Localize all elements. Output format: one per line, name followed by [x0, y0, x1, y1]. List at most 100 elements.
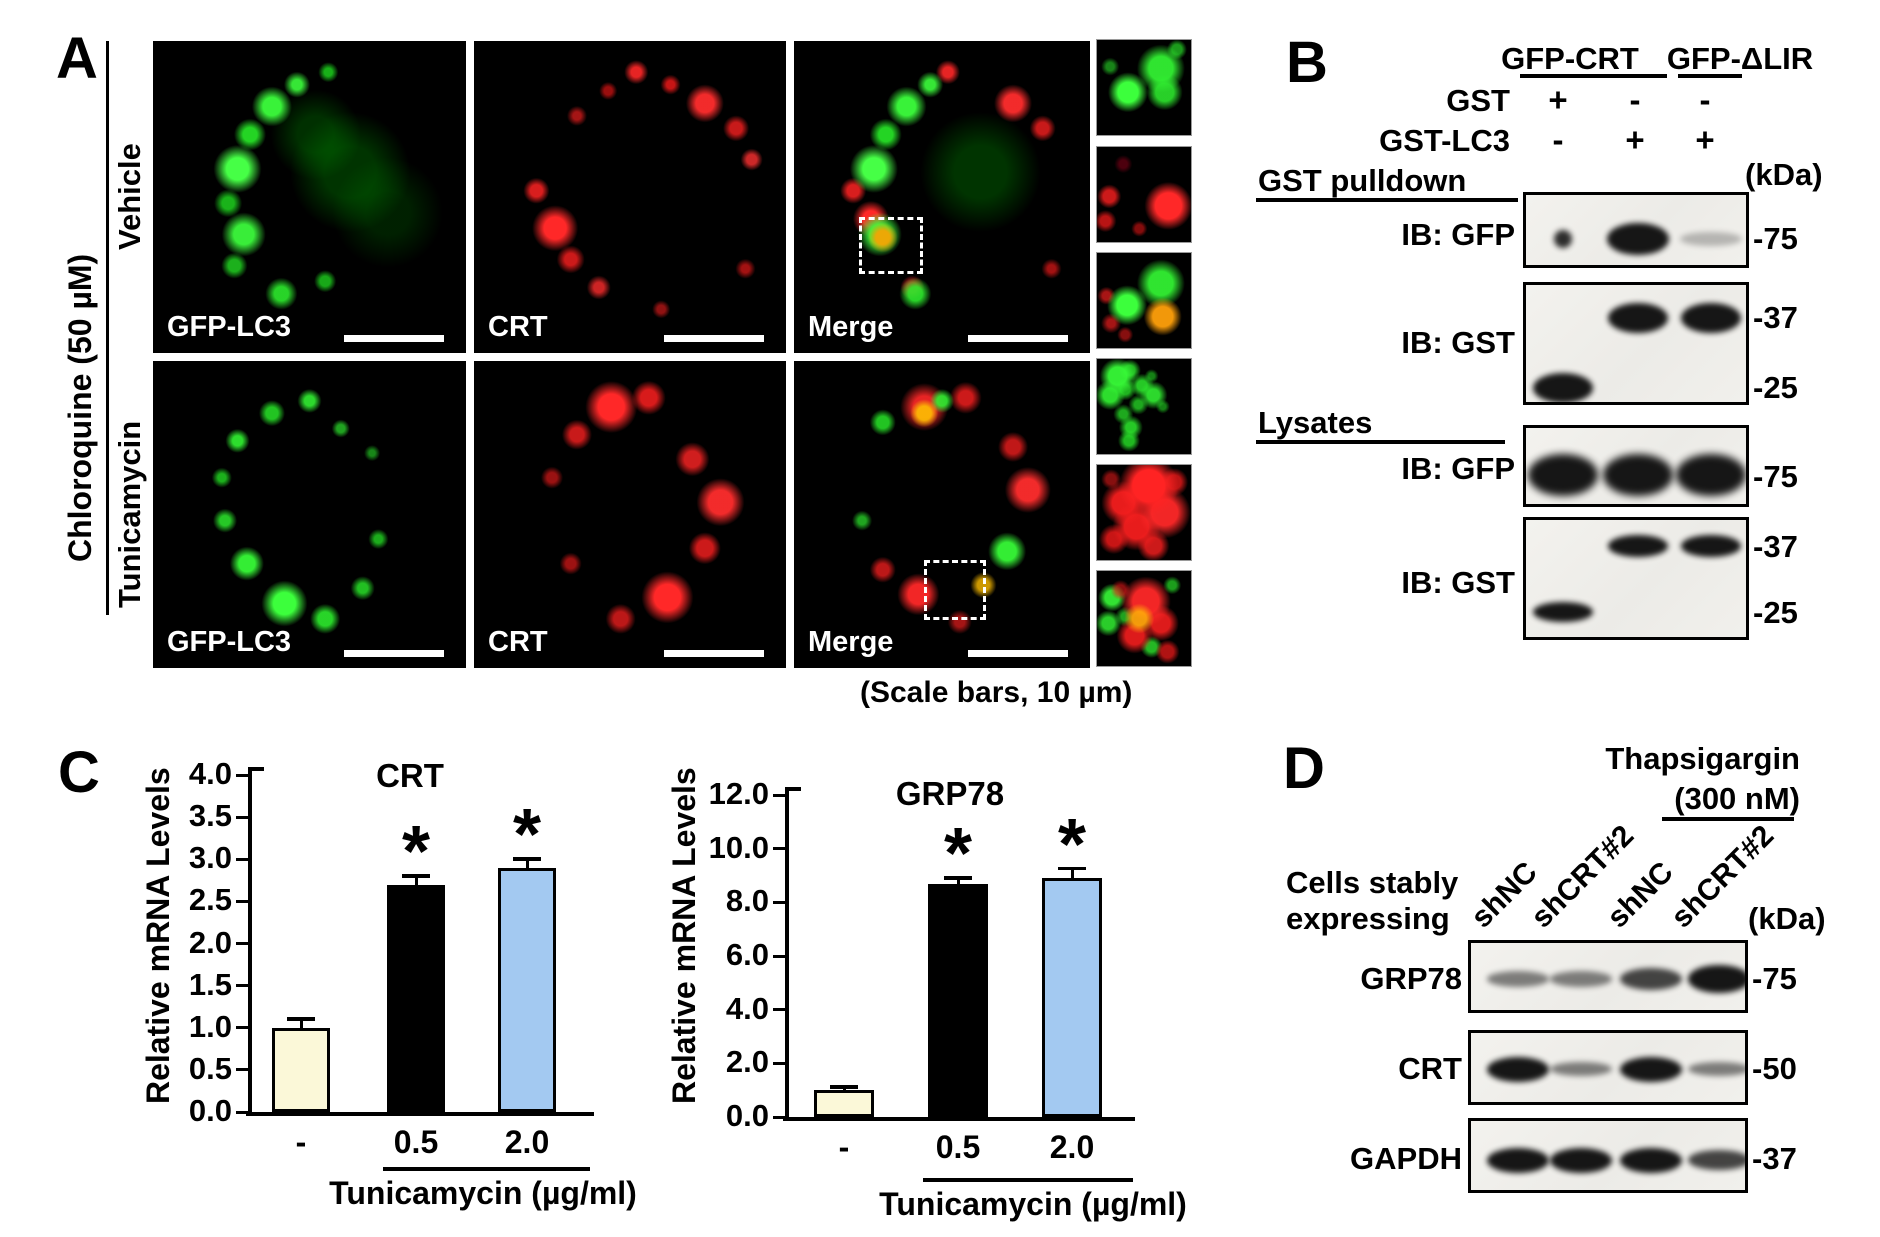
marker-75: -75 [1752, 961, 1797, 996]
micrograph-tunicamycin-merge: Merge [794, 361, 1090, 668]
condition-row-gst-lc3: GST-LC3 [1379, 123, 1510, 158]
panel-c-label: C [58, 740, 100, 805]
error-bar-cap [830, 1085, 858, 1089]
protein-label-grp78: GRP78 [1360, 961, 1462, 996]
y-tick-label: 8.0 [725, 883, 769, 919]
blot-band [1550, 971, 1612, 987]
y-axis [785, 787, 789, 1117]
y-tick-mark [236, 942, 248, 945]
scale-bar [968, 335, 1068, 342]
channel-label-crt: CRT [488, 626, 548, 658]
significance-asterisk: * [1057, 804, 1087, 885]
row-label-tunicamycin: Tunicamycin [112, 420, 147, 609]
channel-label-crt: CRT [488, 311, 548, 343]
marker-25: -25 [1753, 370, 1798, 405]
y-tick-label: 2.0 [725, 1044, 769, 1080]
blot-band [1676, 453, 1746, 497]
y-tick-mark [773, 1115, 785, 1119]
chart-title: GRP78 [895, 775, 1005, 812]
bar [928, 883, 988, 1117]
scale-bar [664, 335, 764, 342]
x-category-label: 2.0 [1049, 1129, 1095, 1165]
y-tick-mark [773, 900, 785, 904]
micrograph-tunicamycin-crt: CRT [474, 361, 786, 668]
blot-band [1607, 222, 1669, 256]
blot-band [1487, 971, 1549, 987]
gst-lc3-lane1: - [1552, 121, 1564, 158]
y-tick-mark [773, 793, 785, 797]
inset-vehicle-merge [1096, 252, 1192, 349]
blot-band [1603, 453, 1673, 497]
channel-label-merge: Merge [808, 311, 894, 343]
y-tick-label: 4.0 [188, 756, 232, 791]
y-tick-label: 3.5 [188, 798, 232, 834]
significance-asterisk: * [401, 812, 431, 893]
y-tick-label: 2.0 [188, 924, 232, 960]
roi-box [859, 217, 923, 274]
panel-a-label: A [56, 26, 98, 91]
error-bar-cap [513, 857, 541, 861]
x-group-underline [923, 1178, 1133, 1182]
micrograph-vehicle-gfp-lc3: GFP-LC3 [153, 41, 466, 353]
blot-band [1620, 1147, 1682, 1173]
section-underline [1256, 198, 1518, 202]
blot-pulldown-ib-gst [1523, 282, 1749, 405]
bar [498, 867, 556, 1112]
y-tick-label: 1.0 [188, 1008, 232, 1044]
y-tick-mark [773, 1008, 785, 1012]
bar [1042, 878, 1102, 1117]
scale-bar [968, 650, 1068, 657]
antibody-label: IB: GST [1401, 325, 1515, 360]
marker-37: -37 [1753, 300, 1798, 335]
inset-tunicamycin-gfp [1096, 358, 1192, 455]
group-underline [1520, 74, 1667, 78]
y-axis [248, 767, 252, 1112]
y-tick-label: 0.5 [188, 1050, 232, 1086]
lane-label-shnc-1: shNC [1464, 855, 1544, 935]
y-tick-label: 10.0 [708, 829, 769, 865]
y-tick-mark [236, 1026, 248, 1030]
x-category-label: 0.5 [935, 1129, 981, 1165]
gst-lane2: - [1629, 81, 1641, 118]
y-tick-label: 12.0 [708, 776, 769, 811]
error-bar-cap [944, 876, 972, 880]
error-bar-stem [525, 859, 529, 868]
scale-bar-note: (Scale bars, 10 µm) [860, 676, 1133, 709]
y-tick-mark [236, 1110, 248, 1114]
blot-band [1681, 303, 1741, 333]
error-bar-cap [287, 1017, 315, 1021]
inset-tunicamycin-crt [1096, 464, 1192, 561]
y-tick-mark [773, 847, 785, 851]
blot-lysates-ib-gfp [1523, 425, 1749, 507]
blot-band [1688, 1150, 1745, 1170]
condition-label-chloroquine: Chloroquine (50 µM) [62, 253, 98, 562]
treatment-name: Thapsigargin [1605, 741, 1800, 776]
blot-band [1550, 1147, 1612, 1173]
kda-label: (kDa) [1748, 901, 1826, 936]
marker-75: -75 [1753, 221, 1798, 256]
marker-75: -75 [1753, 459, 1798, 494]
error-bar-cap [1058, 866, 1086, 871]
protein-label-gapdh: GAPDH [1350, 1141, 1462, 1176]
cells-label-line1: Cells stably [1286, 865, 1459, 900]
y-tick-mark [773, 954, 785, 958]
blot-band [1528, 453, 1598, 497]
blot-crt [1468, 1030, 1748, 1105]
section-label-gst-pulldown: GST pulldown [1258, 163, 1467, 198]
x-category-label: - [295, 1124, 307, 1160]
y-tick-label: 6.0 [725, 937, 769, 972]
blot-band [1620, 1056, 1682, 1082]
micrograph-vehicle-merge: Merge [794, 41, 1090, 353]
section-label-lysates: Lysates [1258, 405, 1373, 440]
blot-band [1487, 1056, 1549, 1082]
blot-lysates-ib-gst [1523, 517, 1749, 640]
blot-pulldown-ib-gfp [1523, 192, 1749, 268]
cells-label-line2: expressing [1286, 901, 1450, 936]
gst-lc3-lane3: + [1695, 121, 1715, 158]
blot-grp78 [1468, 940, 1748, 1013]
blot-band [1533, 373, 1593, 402]
y-axis-top-tick [785, 787, 801, 791]
error-bar-cap [402, 874, 430, 878]
blot-band [1554, 229, 1572, 249]
inset-tunicamycin-merge [1096, 570, 1192, 667]
